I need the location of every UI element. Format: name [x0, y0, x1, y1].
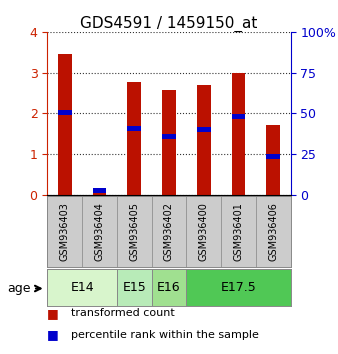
Bar: [117, 196, 152, 267]
Bar: [47, 196, 82, 267]
Bar: [58, 110, 72, 115]
Bar: [93, 192, 106, 195]
Bar: [82, 196, 117, 267]
Bar: [197, 85, 211, 195]
Bar: [117, 269, 152, 306]
Text: GSM936402: GSM936402: [164, 202, 174, 261]
Text: GSM936403: GSM936403: [60, 202, 70, 261]
Text: transformed count: transformed count: [71, 308, 175, 318]
Bar: [232, 73, 245, 195]
Text: GSM936405: GSM936405: [129, 202, 139, 261]
Text: ■: ■: [47, 328, 59, 341]
Text: percentile rank within the sample: percentile rank within the sample: [71, 330, 259, 339]
Bar: [127, 81, 141, 195]
Bar: [47, 269, 117, 306]
Bar: [266, 154, 280, 159]
Text: GSM936401: GSM936401: [234, 202, 244, 261]
Bar: [152, 269, 186, 306]
Bar: [162, 135, 176, 139]
Bar: [58, 54, 72, 195]
Bar: [127, 126, 141, 131]
Bar: [232, 114, 245, 119]
Bar: [186, 196, 221, 267]
Text: E14: E14: [70, 281, 94, 294]
Bar: [256, 196, 291, 267]
Text: GSM936404: GSM936404: [94, 202, 104, 261]
Bar: [266, 126, 280, 195]
Bar: [93, 188, 106, 193]
Text: E17.5: E17.5: [221, 281, 257, 294]
Text: E15: E15: [122, 281, 146, 294]
Bar: [197, 127, 211, 132]
Text: age: age: [7, 282, 30, 295]
Text: GDS4591 / 1459150_at: GDS4591 / 1459150_at: [80, 16, 258, 32]
Bar: [162, 90, 176, 195]
Text: ■: ■: [47, 307, 59, 320]
Bar: [221, 196, 256, 267]
Text: E16: E16: [157, 281, 181, 294]
Bar: [186, 269, 291, 306]
Bar: [152, 196, 186, 267]
Text: GSM936406: GSM936406: [268, 202, 278, 261]
Text: GSM936400: GSM936400: [199, 202, 209, 261]
